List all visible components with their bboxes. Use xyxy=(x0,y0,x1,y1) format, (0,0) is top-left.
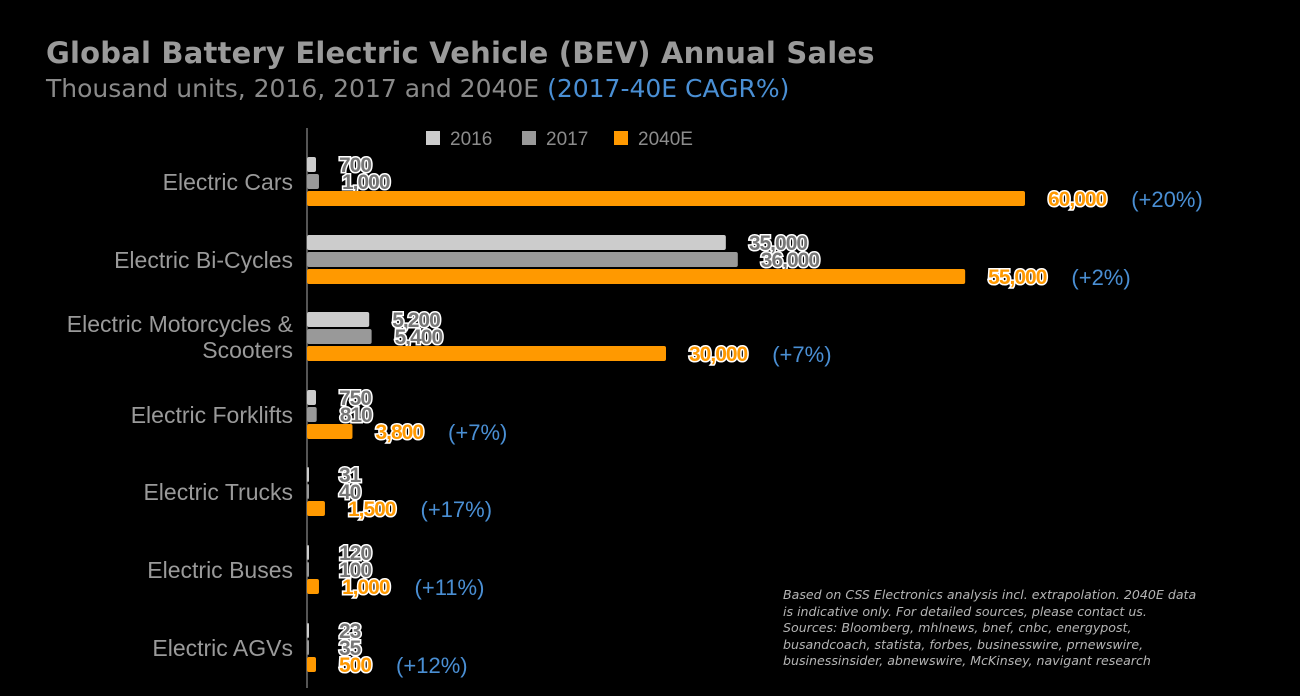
value-label-2017: 5,400 xyxy=(395,326,443,349)
subtitle-text: Thousand units, 2016, 2017 and 2040E xyxy=(46,74,540,103)
category-label: Electric Forklifts xyxy=(131,402,293,428)
chart-title: Global Battery Electric Vehicle (BEV) An… xyxy=(46,36,875,70)
cagr-label: (+12%) xyxy=(396,653,468,678)
category-label: Electric Cars xyxy=(163,169,293,195)
cagr-label: (+11%) xyxy=(415,575,485,600)
value-label-2016: 5,200 xyxy=(392,309,440,332)
bar-2016 xyxy=(307,235,726,250)
bar-2016 xyxy=(307,467,309,482)
bar-2040E xyxy=(307,501,325,516)
value-label-2016: 700 xyxy=(339,154,371,177)
value-label-2040E: 3,800 xyxy=(375,421,423,444)
bar-2040E xyxy=(307,191,1025,206)
bar-2040E xyxy=(307,657,316,672)
legend-swatch-2040E xyxy=(614,131,628,145)
value-label-2016: 35,000 xyxy=(749,232,808,255)
legend-swatch-2016 xyxy=(426,131,440,145)
value-label-2040E: 30,000 xyxy=(689,343,748,366)
bar-2017 xyxy=(307,562,309,577)
category-label: Electric Trucks xyxy=(143,479,293,505)
bar-2040E xyxy=(307,424,353,439)
bar-2017 xyxy=(307,640,309,655)
bar-2016 xyxy=(307,312,370,327)
legend-swatch-2017 xyxy=(522,131,536,145)
value-label-2040E: 1,000 xyxy=(342,576,390,599)
cagr-label: (+7%) xyxy=(448,420,507,445)
value-label-2016: 120 xyxy=(339,542,371,565)
bar-2016 xyxy=(307,157,316,172)
value-label-2016: 31 xyxy=(339,464,362,487)
value-label-2017: 35 xyxy=(339,637,362,660)
bar-2040E xyxy=(307,269,966,284)
value-label-2017: 40 xyxy=(339,481,361,504)
footnote: Based on CSS Electronics analysis incl. … xyxy=(783,587,1197,669)
bar-2016 xyxy=(307,390,316,405)
legend-label-2017: 2017 xyxy=(546,129,588,150)
value-label-2017: 36,000 xyxy=(761,249,820,272)
cagr-label: (+17%) xyxy=(421,497,493,522)
value-label-2017: 810 xyxy=(340,404,372,427)
value-label-2016: 750 xyxy=(339,387,371,410)
category-label: Electric Motorcycles & Scooters xyxy=(67,311,293,363)
bar-2016 xyxy=(307,623,309,638)
bar-2016 xyxy=(307,545,309,560)
bar-2017 xyxy=(307,174,319,189)
chart-subtitle: Thousand units, 2016, 2017 and 2040E (20… xyxy=(46,74,789,103)
category-label: Electric Buses xyxy=(147,557,293,583)
subtitle-cagr-note: (2017-40E CAGR%) xyxy=(547,74,790,103)
value-label-2040E: 55,000 xyxy=(988,266,1047,289)
cagr-label: (+2%) xyxy=(1071,265,1130,290)
bar-2017 xyxy=(307,407,317,422)
legend-label-2016: 2016 xyxy=(450,129,492,150)
value-label-2017: 100 xyxy=(339,559,371,582)
bar-2017 xyxy=(307,252,738,267)
category-label: Electric Bi-Cycles xyxy=(114,247,293,273)
bar-2040E xyxy=(307,346,666,361)
bar-2017 xyxy=(307,484,309,499)
value-label-2017: 1,000 xyxy=(342,171,390,194)
bar-2017 xyxy=(307,329,372,344)
legend-label-2040E: 2040E xyxy=(638,129,693,150)
category-label: Electric AGVs xyxy=(152,635,293,661)
bar-2040E xyxy=(307,579,319,594)
value-label-2040E: 1,500 xyxy=(348,498,396,521)
value-label-2040E: 60,000 xyxy=(1048,188,1107,211)
cagr-label: (+7%) xyxy=(772,342,831,367)
cagr-label: (+20%) xyxy=(1131,187,1203,212)
value-label-2040E: 500 xyxy=(339,654,371,677)
value-label-2016: 23 xyxy=(339,620,361,643)
